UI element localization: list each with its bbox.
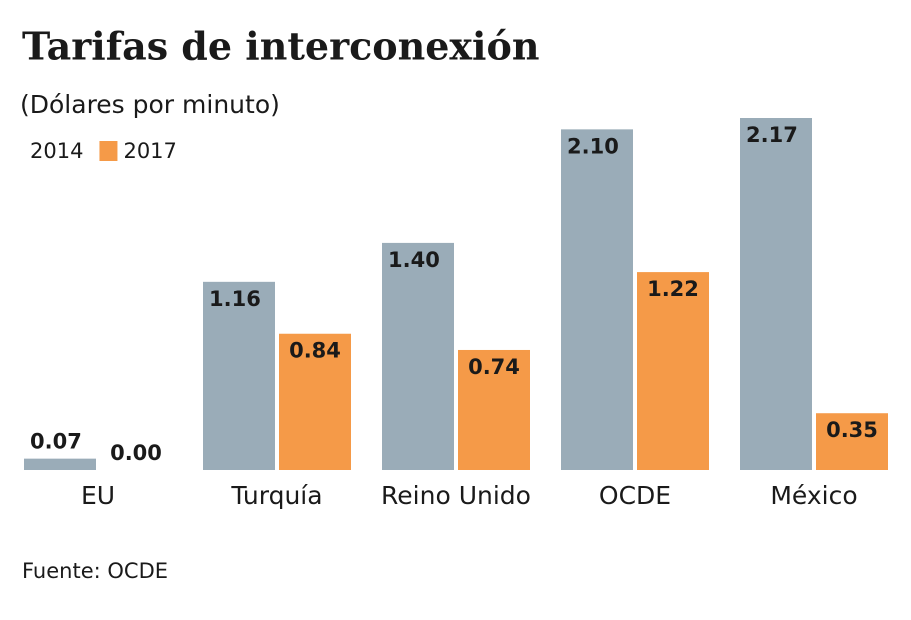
x-tick-label: México [770, 481, 857, 510]
value-label: 1.22 [647, 277, 699, 301]
legend-label: 2014 [30, 139, 83, 163]
value-label: 2.17 [746, 123, 798, 147]
x-tick-label: EU [81, 481, 115, 510]
value-label: 0.74 [468, 355, 520, 379]
chart-title: Tarifas de interconexión [22, 24, 539, 69]
value-label: 0.84 [289, 339, 341, 363]
source: Fuente: OCDE [22, 559, 168, 583]
bar [458, 349, 530, 470]
bar [816, 413, 888, 470]
value-label: 0.35 [826, 418, 878, 442]
legend-label: 2017 [123, 139, 176, 163]
bar [203, 281, 275, 470]
x-tick-label: Reino Unido [381, 481, 531, 510]
value-label: 0.07 [30, 430, 82, 454]
legend-swatch [99, 141, 118, 161]
chart-subtitle: (Dólares por minuto) [20, 90, 280, 119]
bar [740, 118, 812, 470]
bar [279, 333, 351, 470]
x-tick-label: OCDE [599, 481, 671, 510]
bar [637, 272, 709, 470]
bar [24, 458, 96, 470]
value-label: 1.16 [209, 287, 261, 311]
bar [561, 129, 633, 470]
bar [382, 242, 454, 470]
value-label: 2.10 [567, 134, 619, 158]
value-label: 0.00 [110, 441, 162, 465]
x-tick-label: Turquía [230, 481, 322, 510]
value-label: 1.40 [388, 248, 440, 272]
